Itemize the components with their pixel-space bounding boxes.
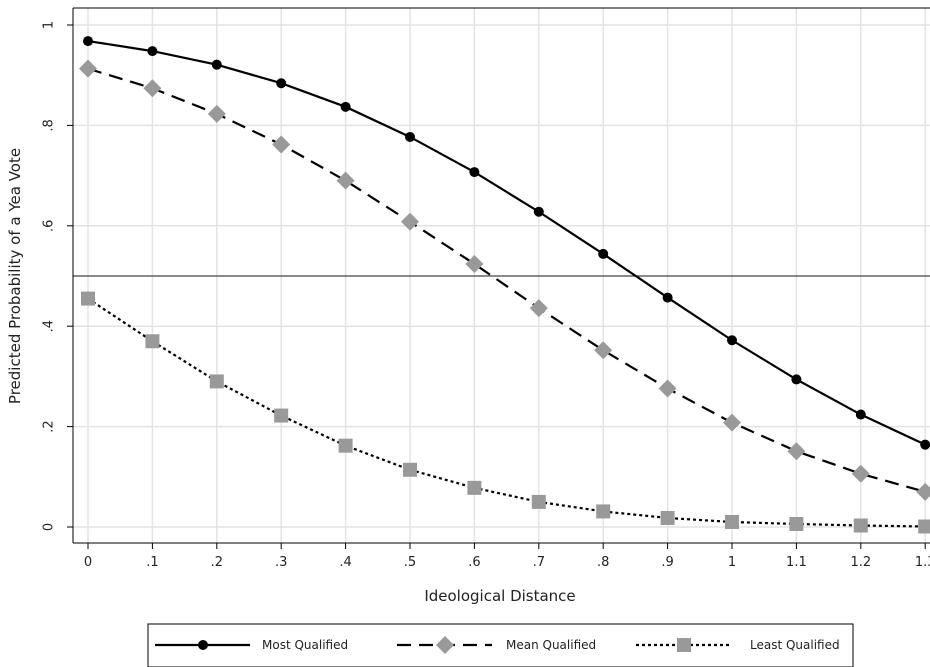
data-point [533, 206, 544, 217]
series-line [87, 39, 926, 446]
data-point [211, 59, 222, 70]
data-point [83, 36, 93, 47]
y-tick-label: .6 [42, 220, 57, 232]
data-point [405, 131, 415, 142]
data-point [660, 510, 675, 525]
x-tick-label: 1.3 [915, 555, 930, 570]
series-0 [83, 36, 930, 450]
data-point [467, 480, 482, 495]
y-tick-label: .8 [42, 119, 57, 131]
series-line [87, 297, 926, 528]
y-tick-label: .2 [42, 420, 57, 432]
data-point [723, 413, 741, 432]
x-tick-label: .7 [533, 555, 545, 570]
legend-label-1: Mean Qualified [506, 638, 596, 652]
x-tick-label: .1 [146, 555, 158, 570]
data-point [274, 408, 289, 423]
data-point [725, 514, 739, 529]
data-point [338, 438, 353, 453]
data-point [81, 291, 95, 306]
data-point [920, 439, 930, 450]
y-tick-label: 1 [42, 21, 57, 29]
data-point [853, 518, 868, 533]
x-tick-label: .8 [597, 555, 609, 570]
data-point [209, 374, 224, 389]
x-tick-label: 0 [84, 555, 92, 570]
series-2 [81, 291, 930, 534]
y-tick-label: 0 [42, 523, 57, 531]
data-point [855, 409, 866, 420]
legend-label-2: Least Qualified [750, 638, 840, 652]
x-tick-label: 1.2 [850, 555, 871, 570]
axes: 0 .1 .2 .3 .4 .5 .6 .7 .8 .9 1 1.1 1.2 1.3 0 .2 .4 .6 .8 1 [42, 7, 930, 570]
data-point [727, 335, 737, 346]
legend-marker-0 [198, 640, 208, 650]
data-point [147, 46, 158, 57]
legend: Most Qualified Mean Qualified Least Qualif… [147, 623, 854, 667]
data-point [145, 334, 160, 349]
data-point [79, 59, 97, 78]
data-point [340, 101, 351, 112]
data-point [787, 442, 806, 461]
data-point [529, 299, 548, 318]
x-tick-label: 1 [728, 555, 736, 570]
y-tick-label: .4 [42, 320, 57, 332]
x-tick-label: .4 [339, 555, 351, 570]
data-point [918, 519, 930, 534]
data-point [401, 212, 419, 231]
data-point [336, 171, 355, 190]
x-tick-label: .3 [275, 555, 287, 570]
series-1 [79, 59, 930, 501]
data-point [598, 248, 609, 259]
series-layer [79, 36, 930, 534]
data-point [594, 341, 613, 360]
data-point [207, 104, 226, 123]
data-point [916, 482, 930, 501]
data-point [596, 504, 611, 519]
data-point [791, 374, 802, 385]
x-axis-title: Ideological Distance [424, 587, 575, 605]
x-tick-label: .9 [661, 555, 673, 570]
x-tick-label: 1.1 [786, 555, 807, 570]
data-point [789, 516, 804, 531]
legend-marker-2 [677, 638, 691, 652]
x-tick-label: .6 [468, 555, 480, 570]
data-point [469, 167, 480, 178]
y-axis-title: Predicted Probability of a Yea Vote [6, 148, 24, 404]
data-point [531, 494, 546, 509]
x-tick-label: .5 [404, 555, 416, 570]
data-point [851, 464, 870, 483]
legend-marker-1 [436, 636, 454, 654]
data-point [658, 379, 677, 398]
legend-box [147, 623, 854, 667]
data-point [276, 78, 287, 89]
series-line [87, 67, 926, 493]
data-point [662, 292, 673, 303]
data-point [272, 135, 291, 154]
data-point [403, 462, 417, 477]
data-point [143, 79, 162, 98]
data-point [465, 254, 484, 273]
x-tick-label: .2 [211, 555, 223, 570]
legend-label-0: Most Qualified [262, 638, 348, 652]
